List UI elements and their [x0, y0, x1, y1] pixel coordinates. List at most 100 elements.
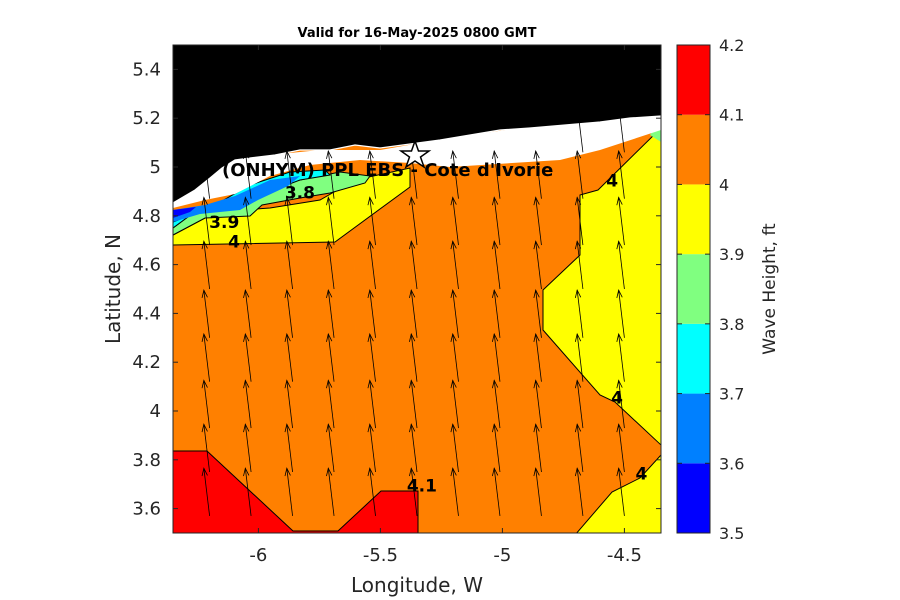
x-axis-ticks: -6 -5.5 -5 -4.5: [249, 45, 642, 566]
contour-fill-4.1-4.2: [173, 450, 419, 533]
wave-arrow: [243, 379, 252, 429]
wave-arrow: [201, 467, 210, 516]
wave-arrow: [616, 149, 625, 199]
wave-arrow: [367, 332, 376, 382]
wave-arrow: [574, 240, 584, 290]
x-tick-label: -6: [249, 545, 267, 566]
y-tick-label: 4.6: [132, 255, 161, 276]
wave-arrow: [367, 240, 376, 290]
y-tick-label: 4.8: [132, 206, 161, 227]
wave-arrow: [450, 332, 459, 382]
colorbar-swatch: [677, 45, 710, 115]
colorbar-swatch: [677, 463, 710, 533]
wave-arrow: [367, 149, 376, 199]
y-axis-ticks: 3.6 3.8 4 4.2 4.4 4.6 4.8 5 5.2 5.4: [132, 59, 661, 520]
colorbar-swatch: [677, 184, 710, 255]
contour-fill-3.6-3.7: [173, 176, 300, 222]
land: [173, 45, 661, 203]
wave-arrow: [409, 467, 418, 516]
contour-label: 4: [636, 464, 648, 484]
colorbar-tick-label: 3.9: [719, 245, 744, 264]
x-axis-label: Longitude, W: [351, 573, 483, 597]
wave-arrow: [284, 288, 293, 338]
wave-arrow: [574, 149, 584, 199]
wave-arrow: [326, 423, 335, 473]
wave-arrow: [284, 467, 293, 516]
wave-arrow: [450, 423, 459, 473]
wave-arrow: [492, 467, 501, 516]
colorbar-swatch: [677, 114, 710, 185]
wave-arrow: [450, 196, 459, 246]
wave-arrow: [616, 467, 625, 516]
site-star-icon: [398, 138, 432, 169]
wave-arrow: [533, 240, 542, 290]
wave-arrow: [326, 149, 335, 199]
y-axis-label: Latitude, N: [101, 234, 125, 344]
contour-label: 4: [611, 389, 623, 409]
chart-title: Valid for 16-May-2025 0800 GMT: [298, 26, 537, 41]
y-tick-label: 3.6: [132, 499, 161, 520]
wave-arrow: [409, 288, 418, 338]
colorbar-tick-label: 3.6: [719, 454, 744, 473]
wave-arrow: [284, 240, 293, 290]
colorbar-label: Wave Height, ft: [760, 223, 780, 355]
wave-arrow: [326, 240, 335, 290]
wave-arrow: [574, 103, 584, 153]
colorbar-tick-label: 4.1: [719, 106, 744, 125]
wave-arrow: [367, 467, 376, 516]
contour-label: 3.8: [285, 184, 315, 204]
wave-arrow: [574, 379, 584, 429]
wave-arrow: [243, 149, 252, 199]
wave-arrow: [409, 423, 418, 473]
wave-arrow: [409, 240, 418, 290]
wave-arrow: [201, 288, 210, 338]
wave-arrow: [201, 379, 210, 429]
wave-arrow: [492, 423, 501, 473]
contour-label: 4: [228, 233, 240, 253]
wave-arrow: [492, 332, 501, 382]
wave-arrow: [201, 149, 210, 199]
wave-arrow: [326, 379, 335, 429]
wave-arrow: [367, 288, 376, 338]
contour-fill-3.9-4.0-east: [542, 127, 661, 446]
colorbar-tick-label: 3.7: [719, 385, 744, 404]
wave-arrow: [450, 288, 459, 338]
y-tick-label: 4.2: [132, 352, 161, 373]
contour-label: 3.9: [209, 213, 239, 233]
wave-arrow: [533, 196, 542, 246]
x-tick-label: -5.5: [363, 545, 398, 566]
wave-arrow: [326, 288, 335, 338]
contour-fill-3.5-3.6: [173, 207, 196, 218]
wave-arrow: [284, 196, 293, 246]
wave-arrow: [574, 332, 584, 382]
wave-arrow: [450, 379, 459, 429]
colorbar-tick-label: 4: [719, 175, 729, 194]
wave-arrow: [367, 379, 376, 429]
wave-arrow: [492, 379, 501, 429]
wave-arrow: [243, 467, 252, 516]
wave-arrow: [243, 423, 252, 473]
wave-arrow: [243, 288, 252, 338]
wave-arrow: [450, 240, 459, 290]
wave-arrow: [201, 196, 210, 246]
contour-fill-3.9-4.0-southeast: [576, 454, 661, 533]
colorbar-tick-label: 3.5: [719, 524, 744, 543]
wave-arrow: [616, 240, 625, 290]
coastline: [173, 115, 661, 204]
axes-frame: [172, 44, 662, 534]
wave-arrow: [533, 332, 542, 382]
wave-arrow: [616, 379, 625, 429]
wave-arrow: [574, 196, 584, 246]
colorbar-swatch: [677, 254, 710, 324]
wave-arrow: [243, 196, 252, 246]
wave-arrow: [409, 379, 418, 429]
x-tick-label: -5: [493, 545, 511, 566]
wave-arrow: [533, 423, 542, 473]
colorbar-frame: [676, 44, 711, 534]
contour-label: 4.1: [407, 477, 437, 497]
wave-arrow: [492, 288, 501, 338]
plot-area: [173, 45, 661, 533]
wave-arrow: [326, 467, 335, 516]
wave-arrow: [492, 240, 501, 290]
